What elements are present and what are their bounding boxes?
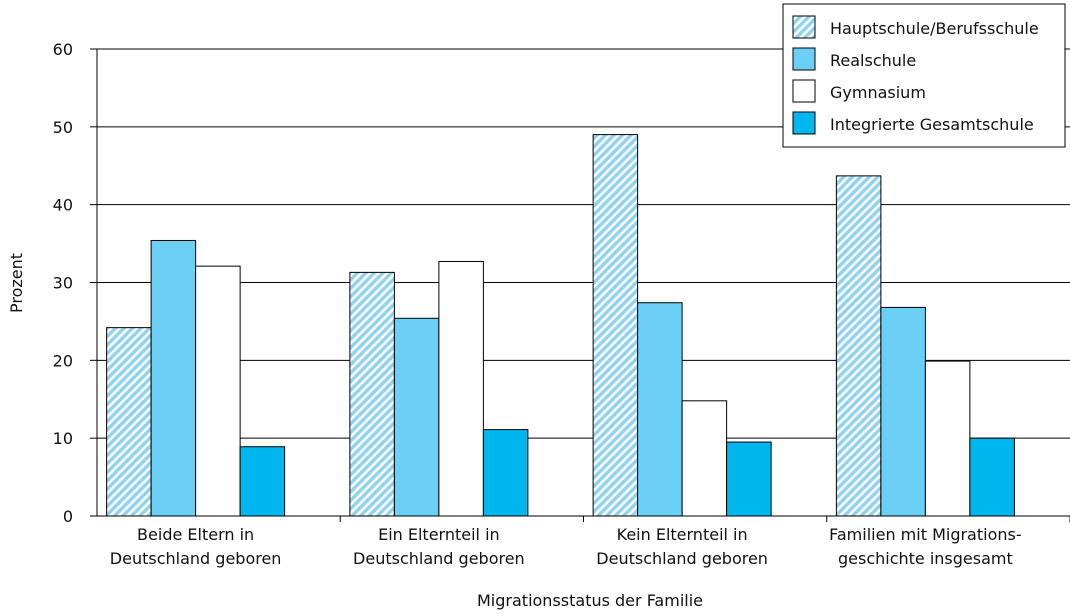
legend-label: Realschule <box>830 51 916 70</box>
y-tick-label: 0 <box>63 507 73 526</box>
x-axis-title: Migrationsstatus der Familie <box>477 591 703 610</box>
bar-hauptschule-berufsschule <box>835 175 882 517</box>
bar-gymnasium <box>438 260 484 517</box>
bar-gymnasium <box>924 360 971 517</box>
y-tick-label: 60 <box>53 40 73 59</box>
y-tick-label: 20 <box>53 351 73 370</box>
x-category-label: Deutschland geboren <box>596 549 768 568</box>
axes: 0 10 20 30 40 50 60 Beide Eltern in Deutschland … <box>53 40 1070 568</box>
bar-gymnasium <box>195 265 241 517</box>
legend-swatch <box>792 111 816 135</box>
x-category-label: Kein Elternteil in <box>617 525 748 544</box>
y-tick-label: 30 <box>53 274 73 293</box>
x-category-label: Beide Eltern in <box>137 525 254 544</box>
bar-realschule <box>393 317 440 517</box>
legend-swatch <box>792 15 816 39</box>
legend-box <box>782 3 1066 148</box>
bar-hauptschule-berufsschule <box>592 134 639 517</box>
legend-swatch <box>792 79 816 103</box>
bar-gymnasium <box>681 400 728 517</box>
bar-integrierte-gesamtschule <box>969 437 1015 517</box>
legend: Hauptschule/Berufsschule Realschule Gymnas… <box>782 3 1066 148</box>
y-tick-label: 40 <box>53 196 73 215</box>
bar-hauptschule-berufsschule <box>106 327 152 517</box>
bars <box>106 134 1015 517</box>
bar-realschule <box>880 306 926 517</box>
bar-integrierte-gesamtschule <box>482 429 529 517</box>
bar-hauptschule-berufsschule <box>349 271 395 517</box>
bar-realschule <box>150 239 197 517</box>
x-category-label: Ein Elternteil in <box>378 525 500 544</box>
y-axis-title: Prozent <box>7 253 26 313</box>
x-category-label: Deutschland geboren <box>353 549 525 568</box>
x-category-label: Familien mit Migrations- <box>829 525 1021 544</box>
bar-integrierte-gesamtschule <box>726 441 772 517</box>
bar-integrierte-gesamtschule <box>239 446 286 517</box>
legend-label: Integrierte Gesamtschule <box>830 115 1034 134</box>
legend-label: Gymnasium <box>830 83 926 102</box>
legend-swatch <box>792 47 816 71</box>
bar-realschule <box>637 302 683 517</box>
legend-label: Hauptschule/Berufsschule <box>830 19 1039 38</box>
y-tick-label: 10 <box>53 429 73 448</box>
x-category-label: Deutschland geboren <box>110 549 282 568</box>
y-tick-label: 50 <box>53 118 73 137</box>
x-category-label: geschichte insgesamt <box>838 549 1013 568</box>
